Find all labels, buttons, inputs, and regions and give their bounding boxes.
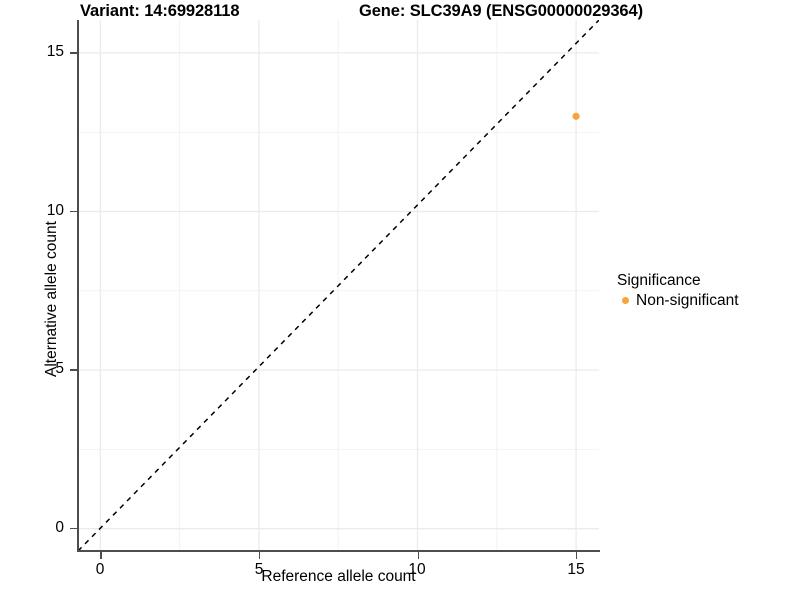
- x-ticklabel-15: 15: [567, 561, 585, 578]
- y-tick-10: [70, 210, 77, 213]
- x-tick-5: [258, 552, 261, 559]
- x-tick-15: [576, 552, 578, 559]
- legend-item-label: Non-significant: [636, 291, 739, 309]
- y-axis-title: Alternative allele count: [43, 221, 60, 377]
- x-axis-line: [77, 550, 600, 552]
- x-ticklabel-0: 0: [95, 561, 105, 578]
- gene-title: Gene: SLC39A9 (ENSG00000029364): [359, 2, 643, 20]
- x-tick-10: [417, 552, 419, 559]
- x-axis-title: Reference allele count: [261, 568, 416, 585]
- identity-reference-line: [78, 20, 599, 551]
- y-ticklabel-5: 5: [55, 360, 64, 377]
- plot-canvas: [78, 20, 599, 551]
- y-ticklabel-15: 15: [46, 43, 64, 60]
- y-ticklabel-0: 0: [55, 519, 64, 536]
- y-axis-line: [77, 20, 79, 552]
- legend-key-point-icon: [617, 293, 633, 309]
- legend-item-non-significant[interactable]: Non-significant: [617, 292, 739, 310]
- y-tick-0: [70, 528, 77, 530]
- y-ticklabel-10: 10: [46, 202, 64, 219]
- variant-title: Variant: 14:69928118: [80, 2, 240, 20]
- data-point-nonsignificant: [572, 112, 580, 120]
- x-ticklabel-5: 5: [254, 561, 264, 578]
- major-gridlines: [78, 20, 599, 551]
- y-tick-15: [70, 52, 77, 54]
- plot-panel: [78, 20, 599, 551]
- y-tick-5: [70, 369, 77, 371]
- legend: Significance Non-significant: [617, 272, 739, 310]
- x-ticklabel-10: 10: [408, 561, 426, 578]
- legend-title: Significance: [617, 272, 701, 289]
- chart-title-row: Variant: 14:69928118 Gene: SLC39A9 (ENSG…: [0, 2, 800, 28]
- x-tick-0: [100, 552, 102, 559]
